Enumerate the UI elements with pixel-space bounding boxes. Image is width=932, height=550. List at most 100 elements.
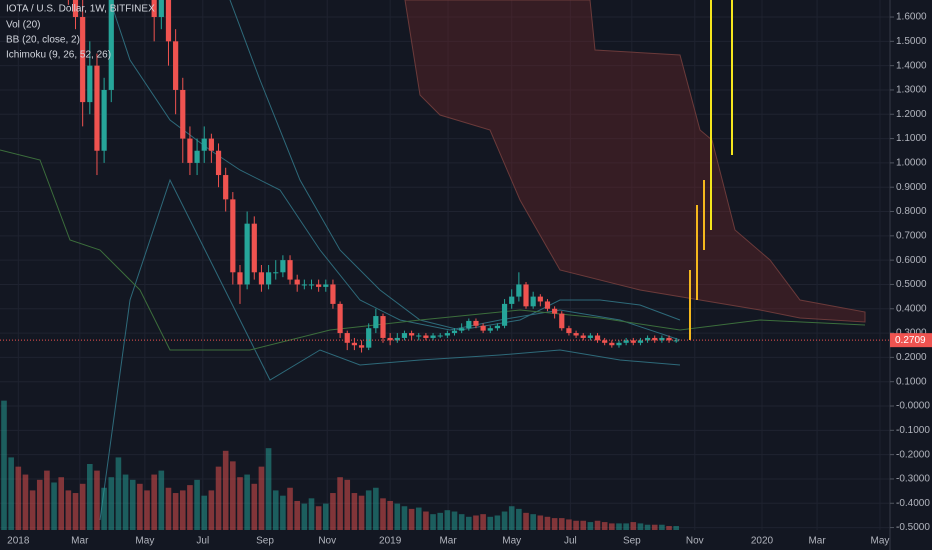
candle-body (265, 272, 272, 285)
y-tick-label: 1.0000 (896, 158, 927, 169)
candle-body (637, 340, 644, 343)
volume-bar (301, 503, 308, 530)
candle-body (387, 337, 393, 341)
volume-bar (437, 512, 444, 530)
volume-bar (280, 495, 286, 530)
volume-bar (387, 500, 393, 530)
x-tick-label: 2019 (379, 536, 402, 547)
y-tick-label: 0.6000 (896, 255, 927, 266)
candle-body (623, 340, 629, 343)
volume-bar (330, 493, 336, 530)
volume-bar (580, 520, 587, 530)
candle-body (466, 320, 472, 329)
candle-body (573, 333, 579, 336)
candle-body (530, 296, 536, 307)
volume-bar (115, 457, 122, 530)
x-tick-label: Mar (439, 536, 457, 547)
candle-body (630, 340, 636, 343)
candle-body (644, 337, 651, 341)
volume-bar (558, 518, 565, 530)
candle-body (430, 335, 436, 338)
volume-bar (36, 479, 43, 530)
candle-body (544, 301, 551, 309)
volume-bar (401, 506, 408, 530)
volume-bar (480, 514, 486, 530)
candle-body (280, 260, 286, 273)
candle-body (72, 0, 79, 18)
volume-bar (530, 514, 536, 530)
volume-bar (501, 511, 508, 530)
candle-body (501, 303, 508, 326)
volume-bar (244, 474, 250, 530)
volume-pane (1, 400, 679, 530)
y-tick-label: 1.4000 (896, 60, 927, 71)
volume-bar (122, 474, 129, 530)
legend-title: IOTA / U.S. Dollar, 1W, BITFINEX (6, 4, 155, 15)
volume-bar (144, 490, 150, 530)
volume-bar (151, 474, 157, 530)
volume-bar (8, 457, 14, 530)
candle-body (180, 89, 186, 139)
y-tick-label: 1.5000 (896, 36, 927, 47)
x-tick-label: May (135, 536, 154, 547)
volume-bar (415, 507, 422, 530)
x-tick-label: Mar (71, 536, 89, 547)
volume-bar (594, 520, 601, 530)
candle-body (516, 284, 522, 297)
volume-bar (65, 490, 72, 530)
y-tick-label: 0.5000 (896, 279, 927, 290)
y-tick-label: -0.1000 (896, 425, 930, 436)
y-tick-label: -0.2000 (896, 449, 930, 460)
y-tick-label: 1.2000 (896, 109, 927, 120)
candle-body (330, 284, 336, 304)
y-tick-label: -0.4000 (896, 498, 930, 509)
volume-bar (601, 522, 608, 530)
candle-body (451, 330, 458, 334)
candle-body (258, 272, 265, 285)
volume-bar (187, 485, 193, 530)
candle-body (158, 0, 164, 18)
volume-bar (137, 483, 143, 530)
y-tick-label: 1.6000 (896, 12, 927, 23)
volume-bar (630, 522, 637, 530)
volume-bar (573, 520, 579, 530)
volume-bar (466, 516, 472, 530)
candle-body (80, 17, 86, 103)
candle-body (101, 89, 107, 151)
volume-bar (423, 511, 429, 530)
y-tick-label: 1.1000 (896, 133, 927, 144)
ichimoku-cloud (404, 0, 866, 323)
candle-body (316, 284, 322, 287)
volume-bar (373, 487, 379, 530)
volume-bar (666, 526, 672, 530)
x-tick-label: Mar (808, 536, 826, 547)
overlays (0, 0, 866, 521)
volume-bar (194, 479, 200, 530)
bollinger-band (109, 0, 681, 341)
candle-body (509, 296, 515, 304)
volume-bar (165, 487, 172, 530)
candle-body (487, 328, 493, 331)
volume-bar (451, 511, 458, 530)
candle-body (165, 0, 172, 42)
legend-indicator: Ichimoku (9, 26, 52, 26) (6, 50, 111, 61)
candle-body (602, 340, 608, 343)
candle-body (666, 337, 672, 341)
volume-bar (551, 518, 558, 530)
volume-bar (158, 470, 165, 530)
candle-body (473, 320, 479, 326)
volume-bar (408, 508, 415, 530)
y-tick-label: -0.0000 (896, 401, 930, 412)
volume-bar (108, 477, 115, 530)
volume-bar (430, 514, 436, 530)
volume-bar (487, 516, 494, 530)
x-tick-label: Jul (196, 536, 209, 547)
volume-bar (544, 516, 551, 530)
volume-bar (251, 483, 258, 530)
candle-body (380, 316, 386, 338)
volume-bar (673, 526, 679, 530)
volume-bar (129, 479, 136, 530)
y-tick-label: 0.1000 (896, 376, 927, 387)
candle-body (208, 138, 214, 151)
